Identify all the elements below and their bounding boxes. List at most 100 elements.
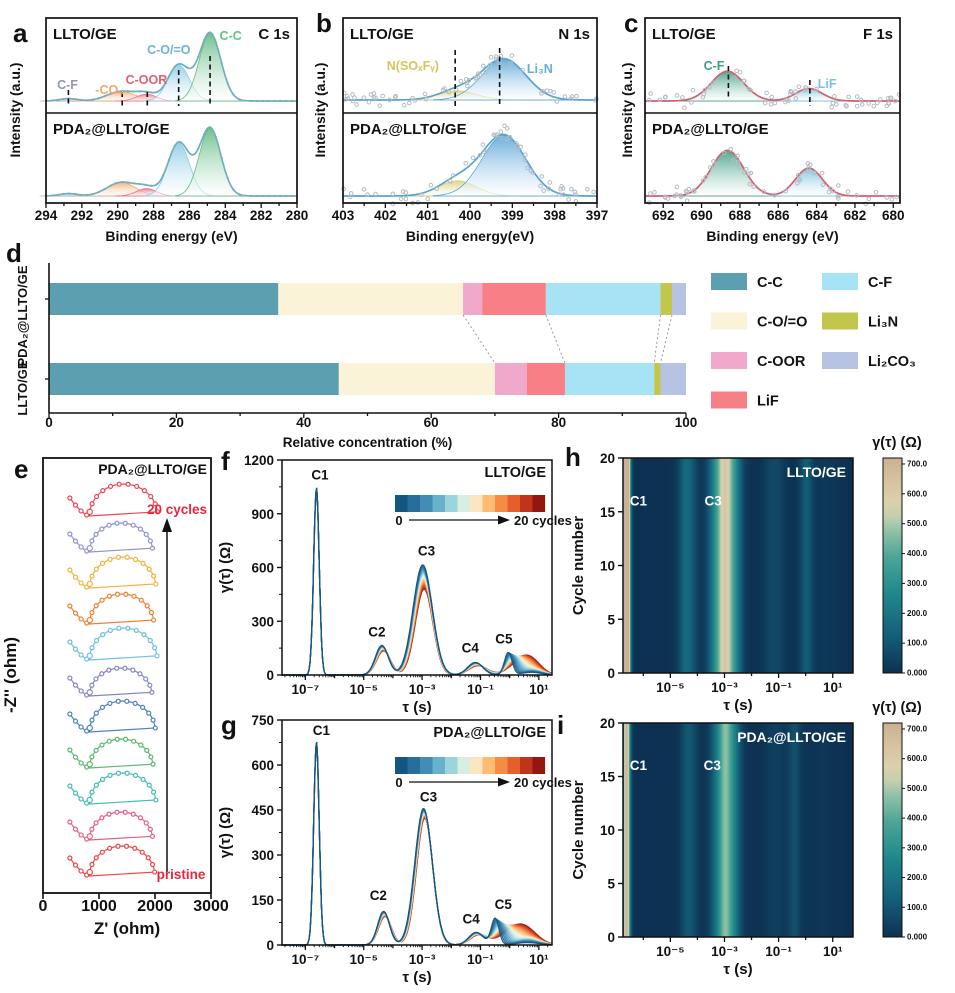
- heatmap-column: [744, 458, 746, 673]
- heatmap-column: [813, 458, 815, 673]
- bar-segment-LiF: [526, 363, 565, 395]
- envelope-marker: [50, 99, 53, 102]
- envelope-marker: [173, 144, 176, 147]
- heatmap-column: [712, 458, 714, 673]
- heatmap-column: [795, 723, 797, 937]
- segment-connector: [653, 314, 661, 364]
- nyquist-marker: [107, 556, 113, 562]
- heatmap-column: [719, 723, 721, 937]
- x-tick-label: 1000: [81, 898, 117, 915]
- envelope-marker: [220, 157, 223, 160]
- heatmap-column: [652, 458, 654, 673]
- heatmap-column: [691, 723, 693, 937]
- nyquist-marker: [93, 493, 100, 500]
- heatmap-column: [710, 458, 712, 673]
- heatmap-column: [672, 458, 674, 673]
- envelope-marker: [144, 90, 147, 93]
- data-point: [368, 92, 374, 97]
- heatmap-column: [806, 458, 808, 673]
- y-axis-title: γ(τ) (Ω): [217, 807, 234, 858]
- envelope-marker: [220, 62, 223, 65]
- heatmap-column: [642, 723, 644, 937]
- data-point: [463, 77, 469, 82]
- heatmap-column: [644, 723, 646, 937]
- heatmap-column: [717, 458, 719, 673]
- data-point: [481, 149, 487, 155]
- heatmap-column: [842, 458, 844, 673]
- data-point: [811, 170, 817, 176]
- heatmap-column: [767, 723, 769, 937]
- envelope-marker: [132, 90, 135, 93]
- heatmap-column: [810, 458, 812, 673]
- data-point: [735, 159, 741, 165]
- data-point: [896, 92, 902, 97]
- heatmap-column: [785, 723, 787, 937]
- heatmap-column: [806, 723, 808, 937]
- data-point: [574, 93, 579, 99]
- x-tick-label: 10⁻⁷: [291, 952, 319, 967]
- heatmap-column: [630, 723, 632, 937]
- data-point: [885, 96, 891, 101]
- y-tick-label: 450: [251, 803, 274, 818]
- heatmap-column: [712, 723, 714, 937]
- panel-letter-h: h: [565, 442, 581, 472]
- heatmap-column: [656, 723, 658, 937]
- heatmap-column: [727, 458, 729, 673]
- heatmap-column: [726, 458, 728, 673]
- nyquist-marker: [152, 645, 158, 651]
- envelope-marker: [203, 39, 206, 42]
- nyquist-marker: [114, 591, 121, 597]
- heatmap-column: [805, 723, 807, 937]
- heatmap-column: [628, 723, 630, 937]
- heatmap-column: [663, 723, 665, 937]
- nyquist-marker: [93, 782, 99, 788]
- heatmap-column: [725, 458, 727, 673]
- peak-annotation-C2: C2: [368, 624, 385, 639]
- nyquist-marker: [67, 603, 73, 609]
- heatmap-column: [818, 723, 820, 937]
- legend-label: C-OOR: [757, 354, 806, 370]
- nyquist-marker: [146, 710, 152, 716]
- heatmap-column: [653, 723, 655, 937]
- data-point: [728, 146, 734, 152]
- heatmap-column: [779, 458, 781, 673]
- heatmap-column: [807, 458, 809, 673]
- heatmap-column: [706, 458, 708, 673]
- heatmap-column: [729, 458, 731, 673]
- y-tick-label: 150: [251, 893, 274, 908]
- nyquist-marker: [114, 520, 120, 526]
- heatmap-column: [733, 458, 735, 673]
- nyquist-marker: [144, 747, 150, 753]
- heatmap-column: [851, 723, 853, 937]
- heatmap-column: [745, 458, 747, 673]
- x-tick-label: 401: [416, 208, 439, 223]
- heatmap-column: [807, 723, 809, 937]
- heatmap-column: [701, 458, 703, 673]
- heatmap-column: [709, 458, 711, 673]
- heatmap-column: [829, 723, 831, 937]
- heatmap-column: [669, 458, 671, 673]
- nyquist-marker: [134, 483, 140, 490]
- heatmap-column: [796, 458, 798, 673]
- envelope-marker: [156, 90, 159, 94]
- heatmap-column: [827, 723, 829, 937]
- heatmap-column: [703, 723, 705, 937]
- data-point: [859, 102, 865, 107]
- nyquist-marker: [72, 502, 79, 508]
- heatmap-column: [715, 458, 717, 673]
- nyquist-marker: [86, 508, 93, 516]
- x-tick-label: 60: [424, 415, 439, 430]
- heatmap-column: [784, 458, 786, 673]
- heatmap-column: [678, 723, 680, 937]
- heatmap-column: [671, 723, 673, 937]
- legend-to-label: 20 cycles: [514, 775, 572, 790]
- heatmap-column: [640, 458, 642, 673]
- data-point: [561, 192, 566, 198]
- heatmap-column: [692, 723, 694, 937]
- nyquist-marker: [132, 700, 138, 706]
- nyquist-marker: [107, 772, 113, 778]
- data-point: [528, 168, 534, 174]
- heatmap-column: [793, 723, 795, 937]
- panel-letter-c: c: [624, 8, 638, 38]
- heatmap-column: [663, 458, 665, 673]
